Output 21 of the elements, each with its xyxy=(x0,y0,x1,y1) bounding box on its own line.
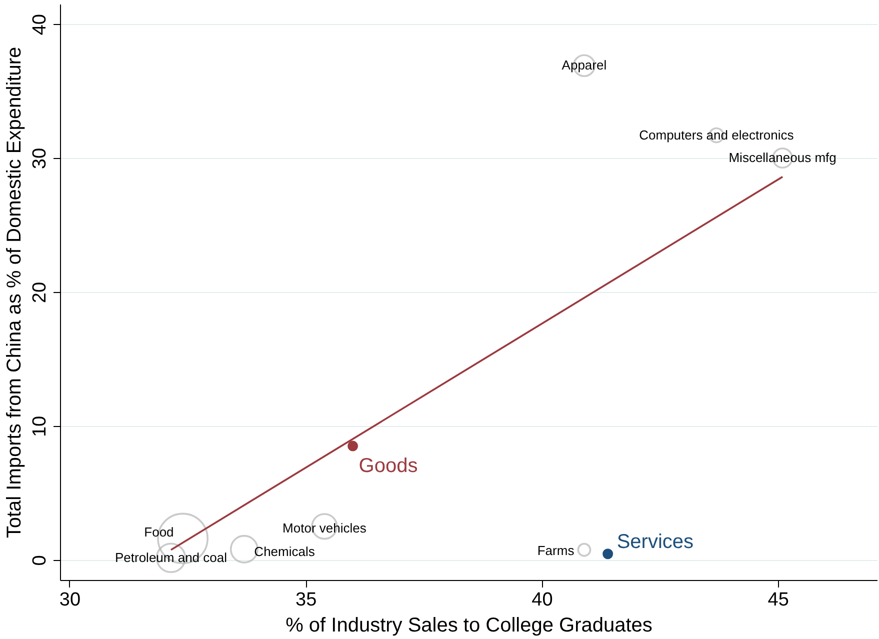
y-tick-label: 40 xyxy=(30,14,50,36)
y-tick-label: 30 xyxy=(30,148,50,170)
x-tick-label: 30 xyxy=(59,590,81,610)
annotation: Chemicals xyxy=(254,544,316,560)
x-tick-label: 35 xyxy=(296,590,317,610)
annotation: Computers and electronics xyxy=(639,127,794,142)
x-axis-title: % of Industry Sales to College Graduates xyxy=(286,614,652,636)
y-tick-label: 0 xyxy=(30,555,50,566)
annotation: Miscellaneous mfg xyxy=(728,150,836,166)
annotation: Motor vehicles xyxy=(282,520,367,536)
x-tick-label: 45 xyxy=(768,590,789,610)
annotation: Petroleum and coal xyxy=(114,550,228,565)
annotation: Food xyxy=(144,524,174,540)
series-label: Services xyxy=(616,530,694,553)
annotation: Apparel xyxy=(562,58,607,73)
y-axis-title: Total Imports from China as % of Domestic Expenditure xyxy=(4,46,26,538)
y-tick-label: 20 xyxy=(30,282,50,304)
y-tick-label: 10 xyxy=(30,416,50,438)
x-tick-label: 40 xyxy=(532,590,553,610)
annotation: Farms xyxy=(537,542,575,558)
series-label: Goods xyxy=(358,455,418,478)
